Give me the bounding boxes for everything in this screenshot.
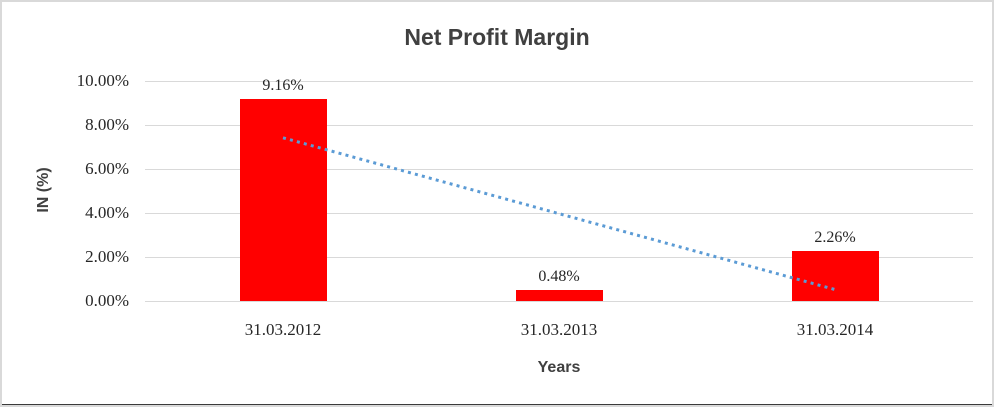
- y-tick-label: 2.00%: [85, 247, 129, 266]
- bar-value-label: 9.16%: [262, 77, 304, 95]
- y-tick-label: 6.00%: [85, 159, 129, 178]
- chart-title: Net Profit Margin: [404, 24, 590, 50]
- gridline: [145, 300, 973, 302]
- y-tick-label: 8.00%: [85, 115, 129, 134]
- y-tick-label: 4.00%: [85, 203, 129, 222]
- x-tick-label: 31.03.2013: [520, 320, 598, 339]
- gridline: [145, 212, 973, 214]
- bar-value-label: 0.48%: [538, 268, 580, 286]
- bar-value-label: 2.26%: [814, 229, 856, 247]
- gridline: [145, 168, 973, 170]
- gridline: [145, 124, 973, 126]
- y-tick-label: 10.00%: [76, 71, 129, 90]
- bar: [515, 290, 603, 301]
- x-tick-label: 31.03.2012: [244, 320, 322, 339]
- bar: [791, 251, 879, 301]
- gridline: [145, 80, 973, 82]
- bar: [239, 99, 327, 301]
- x-axis-title: Years: [537, 359, 581, 376]
- y-tick-label: 0.00%: [85, 291, 129, 310]
- y-axis-title: IN (%): [35, 167, 52, 213]
- gridline: [145, 256, 973, 258]
- x-tick-label: 31.03.2014: [796, 320, 874, 339]
- trendline: [282, 136, 836, 292]
